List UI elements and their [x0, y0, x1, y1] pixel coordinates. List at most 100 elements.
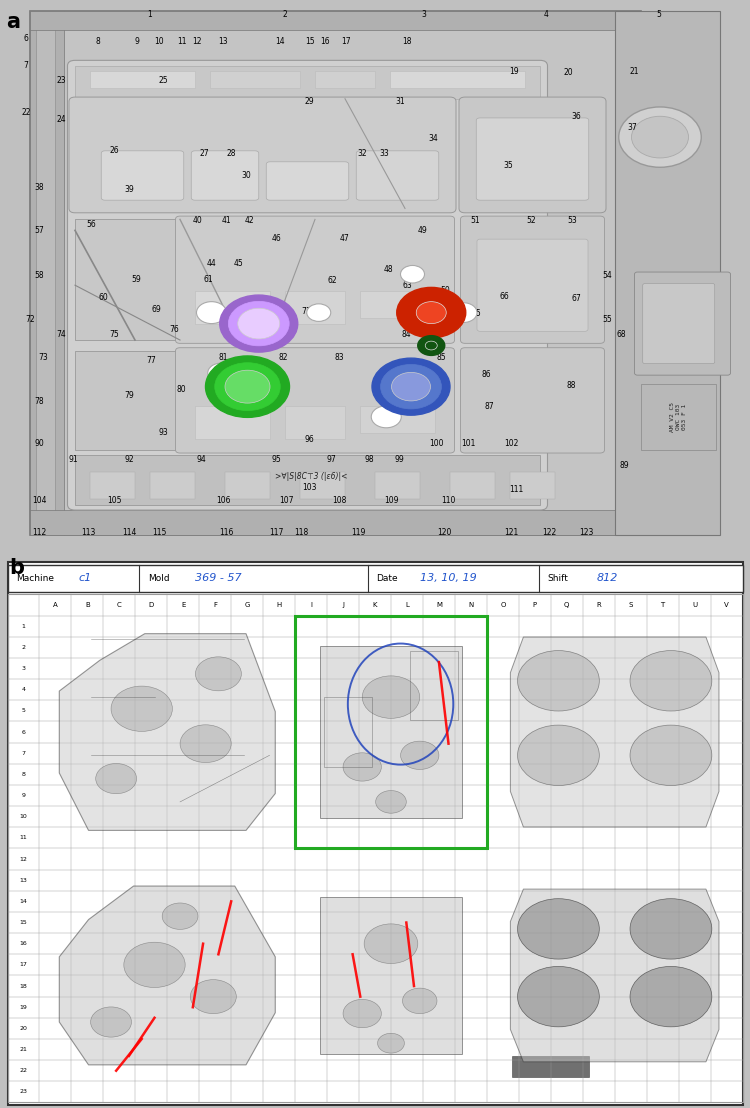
Text: 86: 86: [482, 370, 490, 379]
Circle shape: [111, 686, 172, 731]
Text: Mold: Mold: [148, 574, 170, 583]
Bar: [195, 290, 270, 324]
Text: 105: 105: [106, 495, 122, 505]
Circle shape: [214, 362, 280, 411]
Text: H: H: [277, 602, 282, 608]
Text: 76: 76: [170, 325, 178, 334]
Circle shape: [162, 903, 198, 930]
Text: 54: 54: [603, 270, 612, 280]
Circle shape: [377, 1034, 404, 1053]
FancyBboxPatch shape: [634, 273, 730, 376]
Bar: [390, 71, 525, 88]
Text: 26: 26: [110, 146, 118, 155]
Text: 4: 4: [22, 687, 26, 692]
Text: 72: 72: [26, 315, 34, 324]
Bar: [225, 472, 270, 499]
Text: 40: 40: [192, 216, 202, 225]
Text: 10: 10: [154, 38, 164, 47]
Bar: [75, 455, 540, 504]
Text: 2: 2: [22, 645, 26, 650]
Circle shape: [238, 308, 280, 339]
Text: 70: 70: [206, 308, 216, 317]
Text: 23: 23: [57, 76, 66, 85]
Text: 101: 101: [461, 439, 476, 448]
Text: 117: 117: [268, 527, 284, 536]
Text: 3: 3: [422, 10, 426, 19]
Text: N: N: [468, 602, 473, 608]
Text: 96: 96: [304, 435, 313, 444]
Text: 369 - 57: 369 - 57: [195, 573, 242, 584]
Text: 7: 7: [24, 61, 28, 70]
Circle shape: [225, 370, 270, 403]
Text: 93: 93: [159, 428, 168, 437]
Circle shape: [220, 295, 298, 352]
Circle shape: [362, 676, 420, 718]
Text: 65: 65: [471, 309, 482, 318]
Text: 14: 14: [20, 899, 28, 904]
Circle shape: [206, 356, 290, 418]
Text: 112: 112: [32, 527, 46, 536]
Text: D: D: [148, 602, 154, 608]
Text: L: L: [405, 602, 409, 608]
Text: 119: 119: [351, 527, 366, 536]
Text: E: E: [181, 602, 185, 608]
Text: R: R: [596, 602, 601, 608]
Text: 79: 79: [124, 391, 134, 400]
Text: 90: 90: [34, 439, 44, 448]
Text: 78: 78: [34, 397, 44, 406]
Text: 95: 95: [272, 455, 280, 464]
FancyBboxPatch shape: [176, 348, 454, 453]
Text: 77: 77: [147, 357, 156, 366]
Text: 69: 69: [151, 306, 160, 315]
Bar: [90, 71, 195, 88]
Polygon shape: [59, 634, 275, 830]
Text: 8: 8: [95, 38, 100, 47]
Text: K: K: [373, 602, 377, 608]
Circle shape: [364, 924, 418, 964]
Text: 17: 17: [342, 38, 351, 47]
Text: P: P: [532, 602, 537, 608]
Text: 35: 35: [504, 161, 513, 171]
Bar: [75, 219, 180, 340]
Text: 57: 57: [34, 226, 44, 235]
Bar: [315, 71, 375, 88]
Circle shape: [96, 763, 136, 793]
Bar: [30, 11, 641, 30]
Text: 4: 4: [544, 10, 548, 19]
Text: 18: 18: [20, 984, 27, 988]
Text: AM V2 C5
OWC 103
053 F 1: AM V2 C5 OWC 103 053 F 1: [670, 402, 688, 432]
Text: 32: 32: [358, 150, 367, 158]
Text: 64: 64: [441, 291, 452, 300]
Text: 53: 53: [567, 216, 578, 225]
Polygon shape: [510, 889, 719, 1061]
Text: 51: 51: [470, 216, 479, 225]
Text: 12: 12: [193, 38, 202, 47]
Bar: [360, 406, 435, 433]
Text: c1: c1: [79, 573, 92, 584]
Circle shape: [630, 725, 712, 786]
Bar: [195, 406, 270, 439]
Text: 29: 29: [305, 98, 314, 106]
Text: 109: 109: [384, 495, 399, 505]
Text: 33: 33: [380, 150, 390, 158]
Text: O: O: [500, 602, 506, 608]
Text: 123: 123: [579, 527, 594, 536]
Text: 31: 31: [395, 98, 404, 106]
Text: 17: 17: [20, 963, 28, 967]
FancyBboxPatch shape: [266, 162, 349, 201]
Bar: [150, 472, 195, 499]
FancyBboxPatch shape: [459, 98, 606, 213]
Text: 9: 9: [22, 793, 26, 798]
Text: Shift: Shift: [548, 574, 568, 583]
Circle shape: [196, 301, 226, 324]
Text: 102: 102: [504, 439, 519, 448]
Text: 48: 48: [384, 265, 393, 275]
Text: 66: 66: [500, 291, 509, 300]
FancyBboxPatch shape: [101, 151, 184, 201]
Text: 18: 18: [403, 38, 412, 47]
Text: 56: 56: [86, 220, 96, 229]
Text: I: I: [310, 602, 312, 608]
Text: 81: 81: [219, 353, 228, 362]
FancyBboxPatch shape: [460, 216, 604, 343]
Text: T: T: [661, 602, 664, 608]
